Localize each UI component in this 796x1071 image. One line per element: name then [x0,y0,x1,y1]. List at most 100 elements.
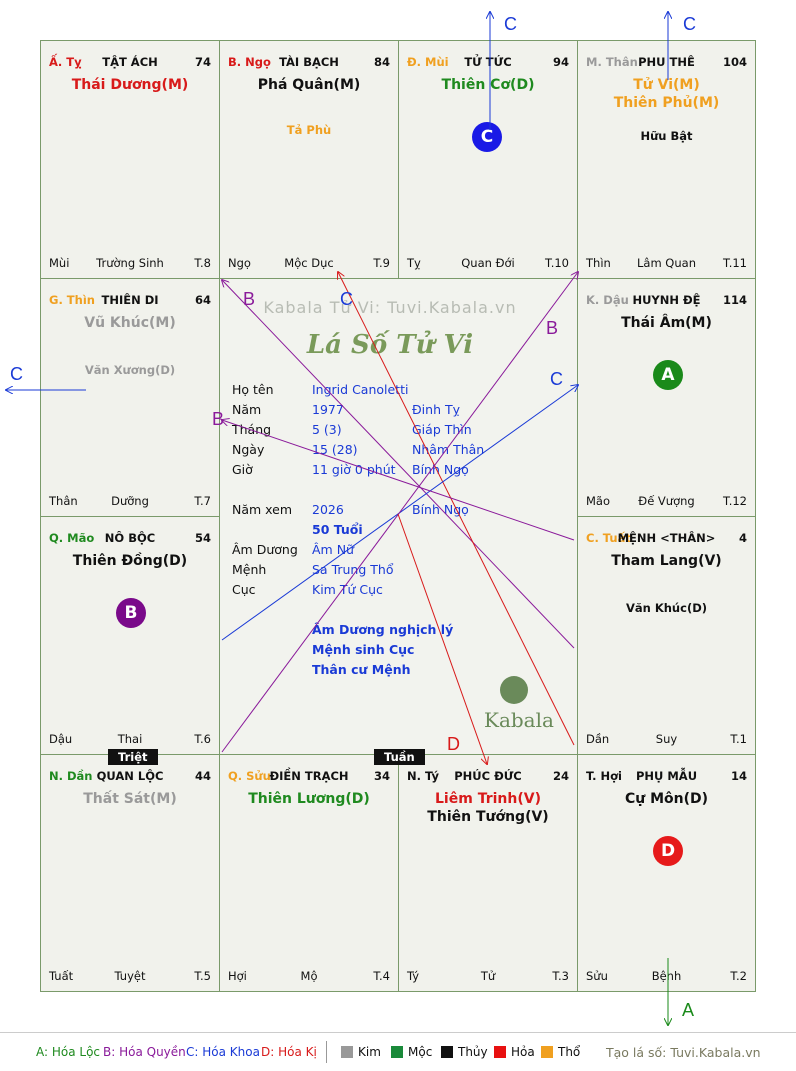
palace-branch: K. Dậu [586,293,629,307]
palace-stage: Mộ [300,969,318,983]
info-value: Ingrid Canoletti [312,382,409,397]
info-value: Âm Nữ [312,542,354,557]
palace-house: TẬT ÁCH [102,55,158,69]
element-name: Thổ [558,1045,581,1059]
palace-cell: N. Tý PHÚC ĐỨC 24 Liêm Trinh(V) Thiên Tướng(… [398,754,578,992]
palace-branch-bottom: Hợi [228,969,247,983]
info-value: 1977 [312,402,344,417]
info-can-chi: Giáp Thìn [412,422,472,437]
palace-branch: Ấ. Tỵ [49,55,82,69]
main-star: Thiên Tướng(V) [427,809,549,825]
palace-range: T.1 [730,732,747,746]
palace-number: 24 [552,769,569,783]
transformation-marker: D [653,836,683,866]
palace-stage: Lâm Quan [637,256,696,270]
info-can-chi: Bính Ngọ [412,502,469,517]
main-star: Thiên Đồng(D) [72,553,188,569]
palace-number: 34 [373,769,390,783]
palace-cell: T. Hợi PHỤ MẪU 14 Cự Môn(D) Sửu Bệnh T.2 [577,754,756,992]
palace-number: 114 [722,293,747,307]
transformation-marker: A [653,360,683,390]
palace-stage: Thai [117,732,143,746]
element-swatch [341,1046,353,1058]
info-value: Kim Tứ Cục [312,582,383,597]
legend-hoa-khoa: C: Hóa Khoa [186,1045,260,1059]
palace-stage: Bệnh [651,969,682,983]
minor-star: Văn Khúc(D) [625,601,707,615]
chart-note: Mệnh sinh Cục [312,642,415,657]
tuan-tag: Tuần [374,749,425,765]
info-label: Cục [232,582,256,597]
palace-branch-bottom: Tuất [49,969,74,983]
palace-range: T.8 [194,256,211,270]
main-star: Thái Dương(M) [71,77,189,93]
main-star: Thất Sát(M) [83,791,177,807]
legend-divider [326,1041,327,1063]
info-value: 15 (28) [312,442,358,457]
palace-branch: Q. Mão [49,531,95,545]
legend-hoa-ki: D: Hóa Kị [261,1045,317,1059]
palace-range: T.6 [194,732,211,746]
palace-cell: N. Dần QUAN LỘC 44 Thất Sát(M) Tuất Tuyệt T.5 [40,754,220,992]
info-can-chi: Bính Ngọ [412,462,469,477]
triet-tag: Triệt [108,749,158,765]
palace-house: PHỤ MẪU [635,769,698,783]
arrow-label: A [682,1000,694,1020]
watermark: Kabala Tử Vi: Tuvi.Kabala.vn [263,298,517,317]
palace-branch-bottom: Mùi [49,256,70,270]
info-value: 2026 [312,502,344,517]
info-label: Tháng [232,422,272,437]
center-panel: Kabala Tử Vi: Tuvi.Kabala.vn Lá Số Tử Vi… [220,278,578,754]
palace-number: 4 [738,531,747,545]
palace-branch: B. Ngọ [228,55,271,69]
element-name: Kim [358,1045,381,1059]
legend-hoa-quyen: B: Hóa Quyền [103,1045,186,1059]
palace-branch-bottom: Tý [407,969,420,983]
element-swatch [441,1046,453,1058]
palace-range: T.12 [723,494,747,508]
palace-branch-bottom: Thìn [586,256,611,270]
palace-cell: G. Thìn THIÊN DI 64 Vũ Khúc(M) Văn Xương(D) T… [40,278,220,517]
chart-note: Âm Dương nghịch lý [312,622,454,637]
palace-cell: M. Thân PHU THÊ 104 Tử Vi(M) Thiên Phủ(M) Hữu… [577,40,756,279]
palace-house: QUAN LỘC [96,769,164,783]
palace-branch: C. Tuất [586,531,631,545]
info-label: Giờ [232,462,253,477]
transformation-marker: C [472,122,502,152]
palace-number: 44 [194,769,211,783]
info-label: Họ tên [232,382,274,397]
palace-branch: G. Thìn [49,293,95,307]
palace-branch: M. Thân [586,55,638,69]
palace-branch: N. Tý [407,769,439,783]
credit-link[interactable]: Tạo lá số: Tuvi.Kabala.vn [606,1045,761,1060]
palace-house: ĐIỀN TRẠCH [269,769,349,783]
main-star: Thái Âm(M) [621,315,712,331]
palace-branch-bottom: Dậu [49,732,73,746]
main-star: Thiên Lương(D) [248,791,370,807]
palace-branch: N. Dần [49,769,93,783]
minor-star: Văn Xương(D) [84,363,176,377]
palace-number: 84 [373,55,390,69]
main-star: Vũ Khúc(M) [84,315,176,331]
main-star: Thiên Phủ(M) [613,95,720,111]
arrow-label: C [683,14,696,34]
element-name: Hỏa [511,1045,535,1059]
arrow-label: C [504,14,517,34]
element-name: Mộc [408,1045,433,1059]
palace-cell: C. Tuất MỆNH <THÂN> 4 Tham Lang(V) Văn Khúc(… [577,516,756,755]
palace-branch: T. Hợi [586,769,622,783]
palace-branch: Q. Sửu [228,769,271,783]
chart-note: Thân cư Mệnh [312,662,411,677]
palace-house: NÔ BỘC [104,531,156,545]
element-swatch [494,1046,506,1058]
main-star: Phá Quân(M) [257,77,361,93]
palace-house: MỆNH <THÂN> [617,531,716,545]
palace-cell: Q. Sửu ĐIỀN TRẠCH 34 Thiên Lương(D) Hợi Mộ T.4 [219,754,399,992]
palace-branch-bottom: Dần [586,732,610,746]
palace-branch-bottom: Mão [586,494,611,508]
palace-range: T.10 [545,256,569,270]
palace-branch-bottom: Tỵ [407,256,421,270]
palace-house: TỬ TỨC [464,55,512,69]
palace-house: HUYNH ĐỆ [632,293,701,307]
info-value: 50 Tuổi [312,522,363,537]
